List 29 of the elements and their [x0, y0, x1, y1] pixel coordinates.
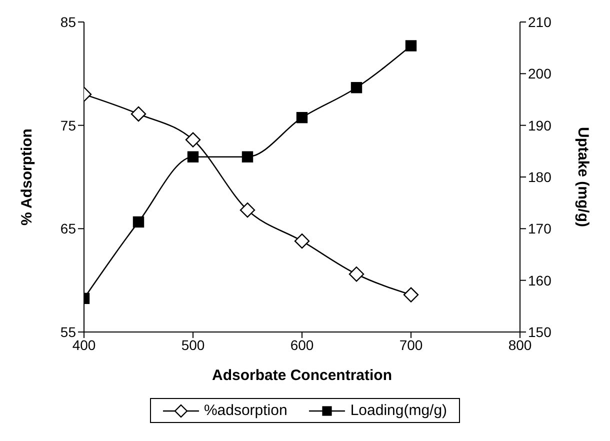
x-axis-title: Adsorbate Concentration: [212, 367, 392, 384]
point: [242, 151, 254, 162]
y-axis-title: % Adsorption: [18, 128, 36, 226]
y-tick-label: 65: [60, 220, 76, 237]
x-tick-label: 700: [399, 336, 423, 353]
y2-tick-label: 200: [528, 66, 552, 82]
x-tick-label: 500: [181, 336, 205, 353]
y2-tick-label: 170: [528, 220, 552, 237]
point: [296, 112, 308, 124]
point: [403, 287, 419, 302]
y-tick-label: 75: [60, 117, 76, 134]
point: [132, 216, 144, 228]
legend-label: %adsorption: [202, 402, 288, 419]
y-tick-label: 85: [60, 14, 76, 30]
y2-tick-label: 180: [528, 168, 552, 185]
legend-label: Loading(mg/g): [349, 402, 448, 419]
point: [405, 40, 417, 52]
point: [294, 233, 310, 249]
y2-tick-label: 160: [528, 272, 552, 288]
point: [187, 151, 199, 162]
point: [185, 132, 201, 148]
point: [348, 266, 364, 282]
point: [350, 82, 362, 94]
point: [240, 202, 256, 218]
x-tick-label: 600: [290, 336, 314, 353]
y2-tick-label: 210: [528, 14, 552, 30]
y2-axis-title: Uptake (mg/g): [574, 126, 592, 228]
point: [130, 106, 146, 122]
y2-tick-label: 190: [528, 117, 552, 134]
